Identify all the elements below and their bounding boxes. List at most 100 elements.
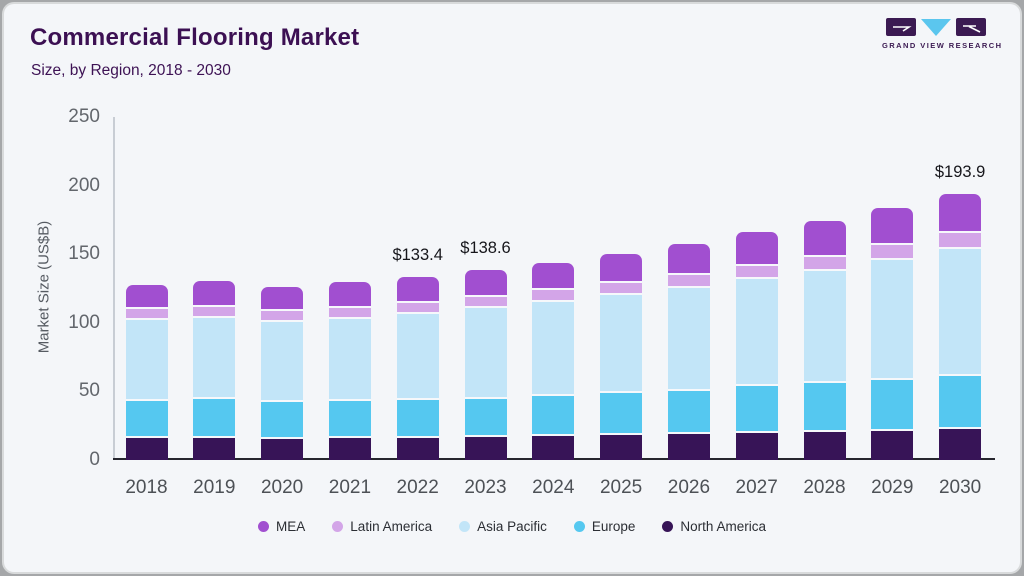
bar-segment-north-america: [667, 434, 710, 460]
y-tick-label: 200: [68, 174, 100, 196]
bar-segment-asia-pacific: [532, 301, 575, 396]
bar-segment-mea: [667, 244, 710, 275]
x-tick-label: 2030: [938, 477, 982, 498]
bar-segment-mea: [532, 262, 575, 290]
x-tick-label: 2023: [464, 477, 507, 498]
bar-segment-latin-america: [803, 257, 846, 271]
bar-segment-mea: [464, 269, 507, 297]
bar-segment-europe: [261, 401, 304, 439]
x-tick-label: 2022: [396, 477, 439, 498]
gvr-logo-marks: [882, 18, 990, 36]
gvr-logo: GRAND VIEW RESEARCH: [882, 18, 1003, 50]
legend-dot-icon: [332, 520, 344, 532]
bar-segment-north-america: [328, 438, 371, 460]
x-tick-label: 2025: [599, 477, 643, 498]
x-tick-label: 2029: [871, 477, 914, 498]
legend-label: Asia Pacific: [477, 518, 547, 534]
bar-value-label: $193.9: [934, 162, 986, 181]
bar-segment-mea: [328, 282, 371, 309]
bar-segment-mea: [600, 254, 643, 283]
bar-segment-north-america: [464, 437, 507, 460]
legend-dot-icon: [662, 520, 674, 532]
logo-v-icon: [921, 18, 951, 36]
bar-segment-asia-pacific: [193, 317, 236, 400]
bar-segment-europe: [939, 376, 982, 430]
bar-segment-asia-pacific: [871, 259, 914, 380]
bar-segment-europe: [396, 399, 439, 438]
legend-dot-icon: [573, 520, 585, 532]
x-tick-label: 2019: [193, 477, 236, 498]
legend-label: North America: [680, 518, 766, 534]
legend-item-europe: Europe: [573, 519, 635, 534]
legend-item-latin-america: Latin America: [332, 519, 432, 534]
y-tick-label: 150: [68, 243, 100, 265]
logo-r-icon: [956, 18, 986, 36]
bar-segment-mea: [803, 220, 846, 258]
bar-segment-latin-america: [193, 306, 236, 318]
bar-segment-north-america: [600, 435, 643, 460]
bar-segment-mea: [193, 280, 236, 307]
x-tick-label: 2024: [532, 477, 575, 498]
logo-text: GRAND VIEW RESEARCH: [882, 41, 1003, 50]
logo-g-icon: [886, 18, 916, 36]
x-tick-label: 2021: [328, 477, 372, 498]
bar-segment-latin-america: [464, 296, 507, 309]
bar-segment-mea: [939, 193, 982, 234]
bar-segment-asia-pacific: [328, 318, 371, 401]
bar-segment-asia-pacific: [261, 321, 304, 402]
bar-segment-europe: [193, 399, 236, 438]
bar-segment-europe: [532, 395, 575, 437]
legend-dot-icon: [459, 520, 471, 532]
bar-segment-north-america: [396, 437, 439, 460]
bar-segment-north-america: [803, 431, 846, 460]
bar-segment-latin-america: [328, 308, 371, 319]
bar-segment-north-america: [193, 437, 236, 460]
page-title: Commercial Flooring Market: [30, 24, 360, 51]
bar-segment-europe: [328, 400, 371, 439]
bar-segment-asia-pacific: [600, 294, 643, 394]
x-tick-label: 2028: [803, 477, 846, 498]
y-tick-label: 50: [78, 380, 100, 402]
x-tick-label: 2020: [260, 477, 304, 498]
bar-segment-mea: [871, 208, 914, 245]
bar-segment-north-america: [261, 438, 304, 460]
bar-segment-asia-pacific: [939, 248, 982, 377]
bar-segment-asia-pacific: [667, 287, 710, 391]
bar-segment-europe: [735, 385, 778, 434]
y-axis-line: [113, 117, 115, 460]
bar-segment-asia-pacific: [735, 278, 778, 386]
bar-segment-europe: [125, 401, 168, 439]
bar-segment-mea: [735, 231, 778, 266]
y-tick-label: 250: [68, 106, 100, 127]
bar-segment-north-america: [735, 433, 778, 460]
bar-segment-latin-america: [396, 303, 439, 314]
bar-segment-latin-america: [600, 282, 643, 295]
x-tick-label: 2018: [125, 477, 168, 498]
y-tick-label: 0: [89, 449, 100, 470]
bar-segment-north-america: [871, 430, 914, 460]
y-axis-label: Market Size (US$B): [35, 220, 53, 354]
legend-dot-icon: [258, 520, 270, 532]
bar-segment-mea: [261, 286, 304, 312]
legend-item-mea: MEA: [258, 519, 305, 534]
bar-segment-asia-pacific: [464, 308, 507, 399]
bar-segment-north-america: [532, 436, 575, 460]
y-tick-label: 100: [68, 311, 100, 333]
legend-item-north-america: North America: [662, 519, 766, 534]
bar-segment-north-america: [939, 429, 982, 460]
bar-segment-north-america: [125, 438, 168, 460]
chart-legend: MEA Latin America Asia Pacific Europe North …: [0, 515, 1024, 537]
bar-segment-europe: [871, 379, 914, 431]
bar-segment-latin-america: [125, 309, 168, 321]
bar-segment-latin-america: [532, 290, 575, 302]
chart-subtitle: Size, by Region, 2018 - 2030: [31, 62, 231, 79]
bar-segment-europe: [600, 393, 643, 436]
legend-item-asia-pacific: Asia Pacific: [459, 519, 547, 534]
bar-segment-latin-america: [871, 245, 914, 260]
bar-segment-mea: [125, 284, 168, 310]
bar-segment-mea: [396, 276, 439, 304]
bar-segment-latin-america: [939, 233, 982, 249]
bar-segment-latin-america: [261, 311, 304, 322]
